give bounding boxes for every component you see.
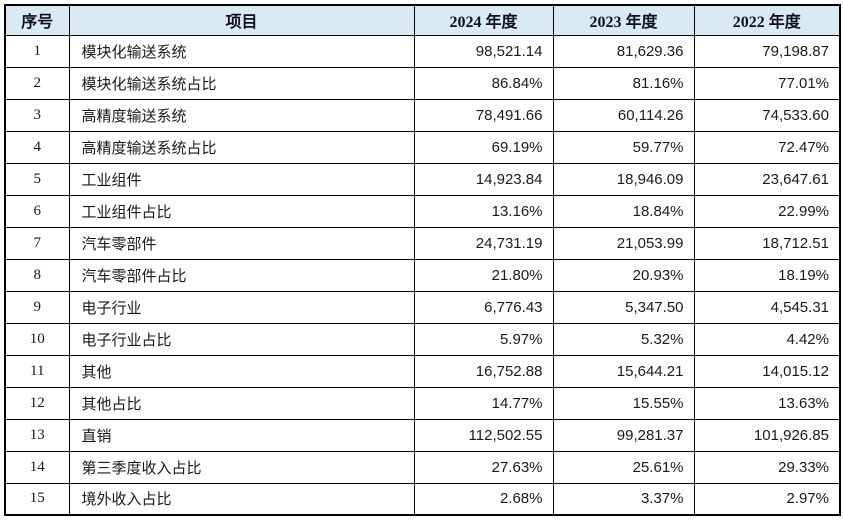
table-row: 3 高精度输送系统 78,491.66 60,114.26 74,533.60 (4, 98, 841, 132)
cell-item-name: 直销 (68, 418, 415, 452)
revenue-breakdown-table: 序号 项目 2024 年度 2023 年度 2022 年度 1 模块化输送系统 98… (4, 4, 841, 516)
cell-value-2024: 27.63% (413, 450, 554, 484)
cell-item-name: 工业组件 (68, 162, 415, 196)
cell-seq-no: 4 (4, 130, 70, 164)
cell-seq-no: 2 (4, 66, 70, 100)
cell-seq-no: 1 (4, 34, 70, 68)
cell-value-2022: 74,533.60 (693, 98, 841, 132)
cell-value-2022: 79,198.87 (693, 34, 841, 68)
cell-item-name: 电子行业 (68, 290, 415, 324)
table-row: 10 电子行业占比 5.97% 5.32% 4.42% (4, 322, 841, 356)
cell-value-2023: 20.93% (552, 258, 695, 292)
table-row: 4 高精度输送系统占比 69.19% 59.77% 72.47% (4, 130, 841, 164)
cell-value-2022: 22.99% (693, 194, 841, 228)
cell-value-2024: 6,776.43 (413, 290, 554, 324)
cell-value-2024: 21.80% (413, 258, 554, 292)
table-row: 5 工业组件 14,923.84 18,946.09 23,647.61 (4, 162, 841, 196)
cell-item-name: 模块化输送系统占比 (68, 66, 415, 100)
cell-value-2024: 2.68% (413, 482, 554, 516)
cell-value-2022: 77.01% (693, 66, 841, 100)
cell-item-name: 第三季度收入占比 (68, 450, 415, 484)
table-row: 11 其他 16,752.88 15,644.21 14,015.12 (4, 354, 841, 388)
cell-value-2023: 18.84% (552, 194, 695, 228)
cell-value-2023: 21,053.99 (552, 226, 695, 260)
header-year-2022: 2022 年度 (693, 4, 841, 36)
cell-value-2022: 101,926.85 (693, 418, 841, 452)
table-row: 1 模块化输送系统 98,521.14 81,629.36 79,198.87 (4, 34, 841, 68)
header-row: 序号 项目 2024 年度 2023 年度 2022 年度 (4, 4, 841, 36)
table-row: 8 汽车零部件占比 21.80% 20.93% 18.19% (4, 258, 841, 292)
table-row: 14 第三季度收入占比 27.63% 25.61% 29.33% (4, 450, 841, 484)
cell-value-2024: 16,752.88 (413, 354, 554, 388)
cell-seq-no: 14 (4, 450, 70, 484)
cell-seq-no: 6 (4, 194, 70, 228)
header-year-2023: 2023 年度 (552, 4, 695, 36)
cell-value-2023: 81,629.36 (552, 34, 695, 68)
table-row: 6 工业组件占比 13.16% 18.84% 22.99% (4, 194, 841, 228)
cell-value-2022: 4.42% (693, 322, 841, 356)
cell-value-2022: 23,647.61 (693, 162, 841, 196)
cell-item-name: 高精度输送系统占比 (68, 130, 415, 164)
cell-value-2022: 29.33% (693, 450, 841, 484)
cell-value-2024: 14,923.84 (413, 162, 554, 196)
cell-value-2023: 15,644.21 (552, 354, 695, 388)
cell-value-2022: 18,712.51 (693, 226, 841, 260)
cell-value-2023: 18,946.09 (552, 162, 695, 196)
cell-value-2024: 86.84% (413, 66, 554, 100)
table-row: 7 汽车零部件 24,731.19 21,053.99 18,712.51 (4, 226, 841, 260)
cell-value-2022: 4,545.31 (693, 290, 841, 324)
cell-seq-no: 5 (4, 162, 70, 196)
cell-seq-no: 8 (4, 258, 70, 292)
cell-value-2023: 60,114.26 (552, 98, 695, 132)
table-row: 12 其他占比 14.77% 15.55% 13.63% (4, 386, 841, 420)
cell-item-name: 其他占比 (68, 386, 415, 420)
cell-value-2024: 13.16% (413, 194, 554, 228)
cell-seq-no: 3 (4, 98, 70, 132)
cell-seq-no: 15 (4, 482, 70, 516)
table-row: 15 境外收入占比 2.68% 3.37% 2.97% (4, 482, 841, 516)
cell-value-2022: 13.63% (693, 386, 841, 420)
cell-value-2023: 3.37% (552, 482, 695, 516)
cell-value-2023: 59.77% (552, 130, 695, 164)
cell-value-2024: 98,521.14 (413, 34, 554, 68)
cell-seq-no: 7 (4, 226, 70, 260)
cell-value-2023: 5.32% (552, 322, 695, 356)
header-item: 项目 (68, 4, 415, 36)
cell-item-name: 电子行业占比 (68, 322, 415, 356)
cell-value-2024: 24,731.19 (413, 226, 554, 260)
cell-value-2024: 69.19% (413, 130, 554, 164)
cell-seq-no: 10 (4, 322, 70, 356)
table-body: 1 模块化输送系统 98,521.14 81,629.36 79,198.87 2 模块化输… (4, 34, 841, 516)
header-seq-no: 序号 (4, 4, 70, 36)
cell-item-name: 境外收入占比 (68, 482, 415, 516)
cell-item-name: 模块化输送系统 (68, 34, 415, 68)
cell-value-2022: 14,015.12 (693, 354, 841, 388)
cell-value-2023: 25.61% (552, 450, 695, 484)
table-row: 13 直销 112,502.55 99,281.37 101,926.85 (4, 418, 841, 452)
cell-value-2022: 72.47% (693, 130, 841, 164)
cell-value-2023: 99,281.37 (552, 418, 695, 452)
cell-seq-no: 12 (4, 386, 70, 420)
cell-seq-no: 13 (4, 418, 70, 452)
cell-value-2024: 14.77% (413, 386, 554, 420)
table-row: 9 电子行业 6,776.43 5,347.50 4,545.31 (4, 290, 841, 324)
cell-item-name: 其他 (68, 354, 415, 388)
table-row: 2 模块化输送系统占比 86.84% 81.16% 77.01% (4, 66, 841, 100)
cell-item-name: 汽车零部件占比 (68, 258, 415, 292)
cell-value-2023: 81.16% (552, 66, 695, 100)
cell-value-2024: 78,491.66 (413, 98, 554, 132)
cell-item-name: 汽车零部件 (68, 226, 415, 260)
cell-value-2024: 112,502.55 (413, 418, 554, 452)
cell-value-2023: 5,347.50 (552, 290, 695, 324)
cell-value-2022: 18.19% (693, 258, 841, 292)
header-year-2024: 2024 年度 (413, 4, 554, 36)
cell-value-2024: 5.97% (413, 322, 554, 356)
cell-seq-no: 11 (4, 354, 70, 388)
cell-item-name: 高精度输送系统 (68, 98, 415, 132)
cell-value-2022: 2.97% (693, 482, 841, 516)
cell-value-2023: 15.55% (552, 386, 695, 420)
cell-seq-no: 9 (4, 290, 70, 324)
cell-item-name: 工业组件占比 (68, 194, 415, 228)
